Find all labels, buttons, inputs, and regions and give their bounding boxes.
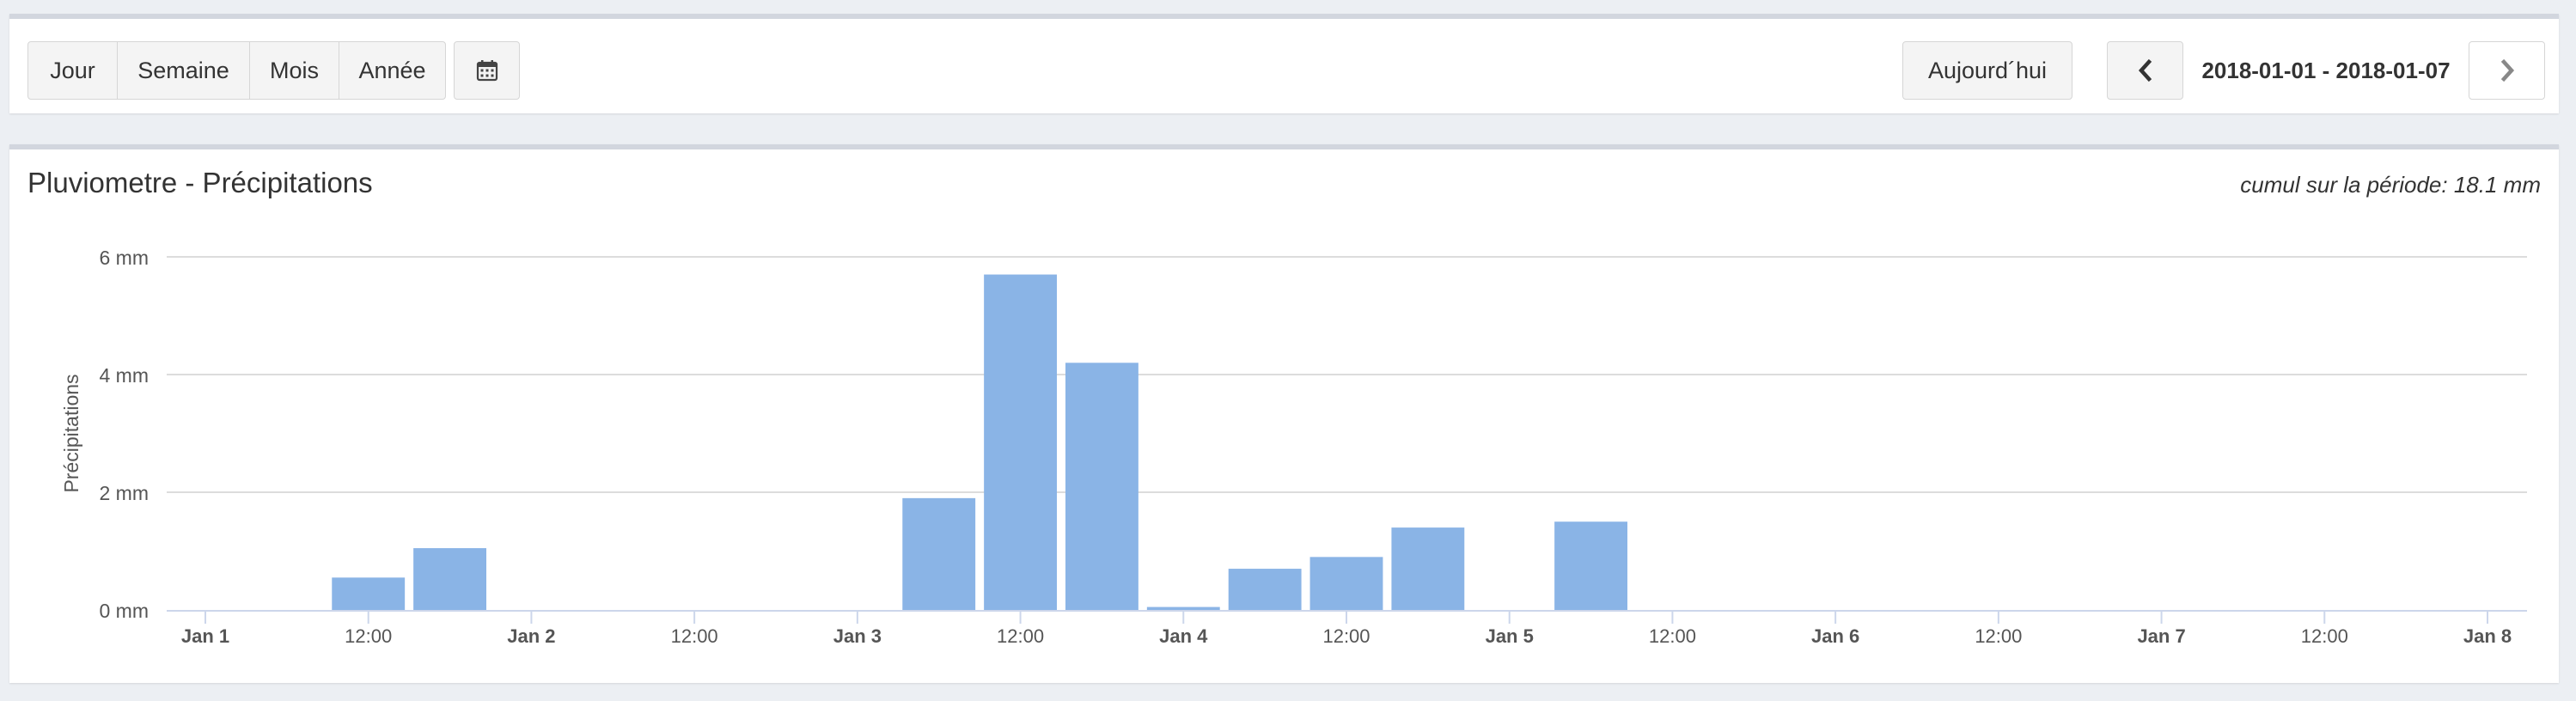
month-button[interactable]: Mois — [249, 41, 339, 100]
bar — [984, 274, 1057, 610]
bar — [1146, 607, 1220, 610]
bar — [1065, 363, 1138, 610]
x-tick-label: 12:00 — [1975, 625, 2022, 647]
x-tick-label: 12:00 — [1322, 625, 1370, 647]
x-tick-label: Jan 8 — [2463, 625, 2512, 647]
calendar-icon — [476, 60, 497, 82]
x-tick-label: 12:00 — [997, 625, 1044, 647]
toolbar-panel: Jour Semaine Mois Année Aujourd´hui 2018… — [9, 14, 2559, 113]
x-tick-label: 12:00 — [345, 625, 392, 647]
x-tick-label: Jan 6 — [1811, 625, 1859, 647]
bar — [332, 577, 406, 610]
year-button[interactable]: Année — [339, 41, 446, 100]
chart-panel: Pluviometre - Précipitations cumul sur l… — [9, 144, 2559, 683]
chevron-left-icon — [2138, 58, 2152, 82]
previous-period-button[interactable] — [2107, 41, 2183, 100]
x-tick-label: Jan 2 — [507, 625, 555, 647]
x-tick-label: Jan 4 — [1159, 625, 1208, 647]
bar — [1554, 521, 1627, 610]
x-tick-label: Jan 7 — [2137, 625, 2185, 647]
x-tick-label: Jan 5 — [1486, 625, 1534, 647]
period-button-group: Jour Semaine Mois Année — [27, 41, 446, 100]
chart-title: Pluviometre - Précipitations — [27, 167, 373, 198]
x-tick-label: Jan 3 — [833, 625, 882, 647]
bar — [1228, 569, 1302, 610]
chevron-right-icon — [2500, 58, 2514, 82]
date-range-label: 2018-01-01 - 2018-01-07 — [2201, 57, 2451, 83]
next-period-button[interactable] — [2469, 41, 2545, 100]
bar — [1391, 527, 1465, 610]
x-tick-label: 12:00 — [671, 625, 718, 647]
x-tick-label: Jan 1 — [181, 625, 229, 647]
week-button[interactable]: Semaine — [117, 41, 250, 100]
calendar-button[interactable] — [454, 41, 520, 100]
y-axis-label: Précipitations — [60, 374, 82, 492]
x-tick-label: 12:00 — [2301, 625, 2348, 647]
day-button[interactable]: Jour — [27, 41, 118, 100]
bar — [413, 548, 486, 610]
y-tick-label: 6 mm — [100, 247, 150, 269]
bar — [1309, 557, 1383, 610]
y-tick-label: 0 mm — [100, 600, 150, 622]
precipitation-chart: 0 mm 2 mm 4 mm 6 mm Précipitations Jan 1 12:00… — [60, 247, 2527, 647]
today-button[interactable]: Aujourd´hui — [1902, 41, 2072, 100]
period-total: cumul sur la période: 18.1 mm — [2240, 172, 2541, 198]
y-tick-label: 2 mm — [100, 482, 150, 504]
y-tick-label: 4 mm — [100, 364, 150, 387]
x-tick-label: 12:00 — [1649, 625, 1696, 647]
bar — [902, 497, 976, 610]
